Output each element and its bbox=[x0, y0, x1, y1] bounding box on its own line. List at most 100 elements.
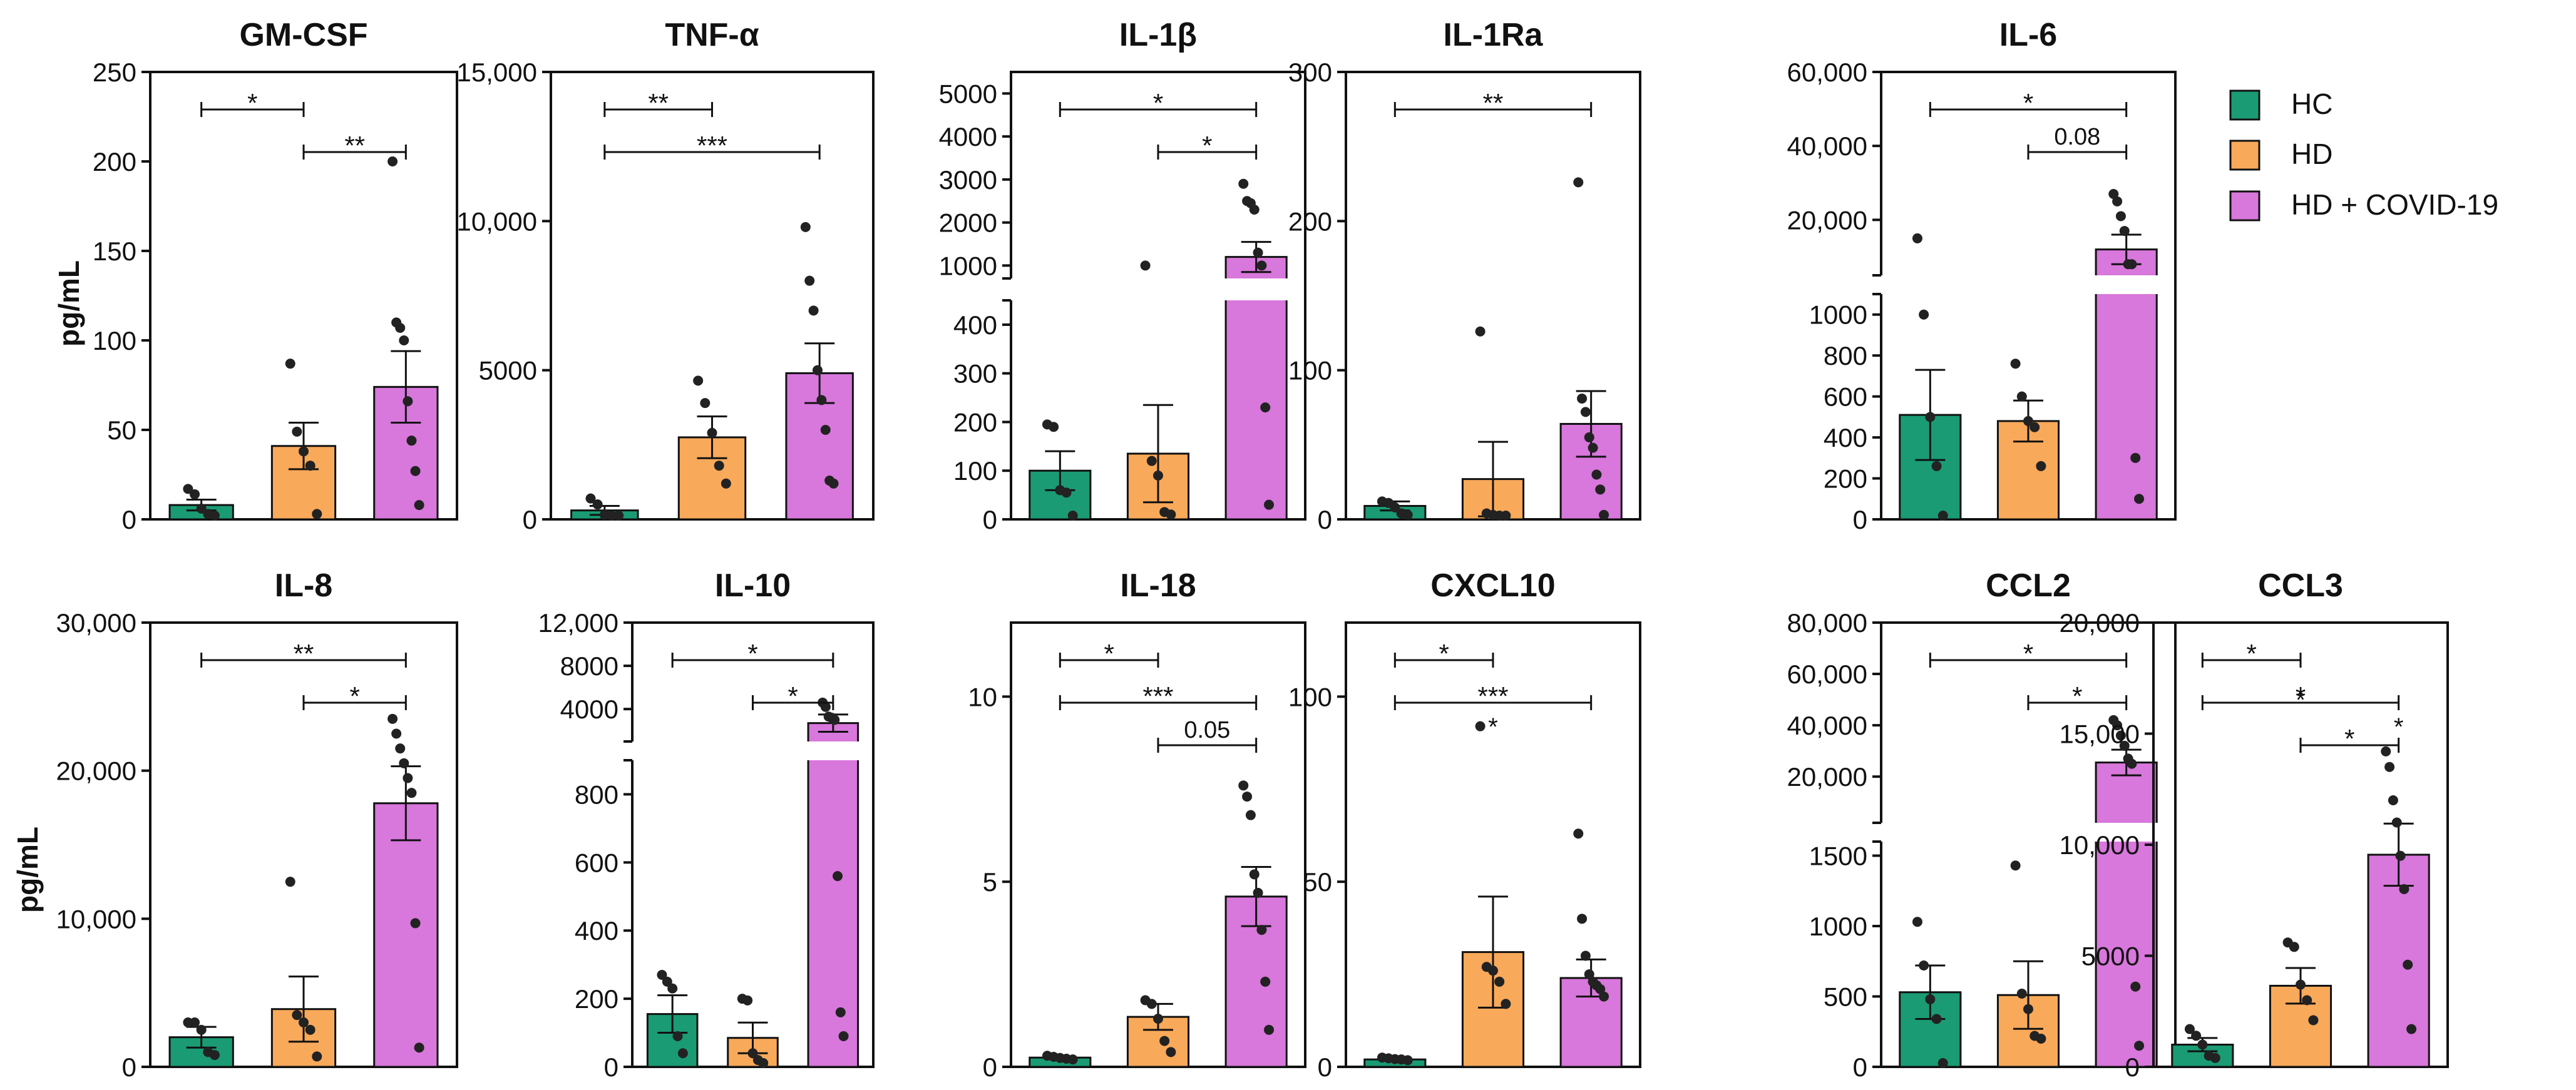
data-point bbox=[391, 728, 402, 739]
y-tick-label: 3000 bbox=[939, 165, 997, 195]
data-point bbox=[2010, 359, 2021, 369]
y-tick-label: 2000 bbox=[939, 208, 997, 238]
y-tick-label: 200 bbox=[1824, 464, 1867, 494]
y-tick-label: 200 bbox=[575, 984, 618, 1014]
data-point bbox=[1595, 984, 1606, 994]
data-point bbox=[1402, 1055, 1413, 1066]
data-point bbox=[2112, 720, 2123, 731]
axis-break-gap bbox=[1007, 278, 1015, 300]
chart-title: IL-6 bbox=[1999, 17, 2057, 53]
y-tick-label: 250 bbox=[93, 58, 136, 87]
y-tick-label: 200 bbox=[93, 147, 136, 176]
data-point bbox=[585, 493, 596, 504]
data-point bbox=[592, 499, 603, 510]
bar bbox=[2095, 248, 2158, 521]
data-point bbox=[414, 1042, 424, 1053]
data-point bbox=[1049, 422, 1059, 432]
y-tick-label: 15,000 bbox=[457, 58, 537, 87]
data-point bbox=[2130, 452, 2141, 463]
data-point bbox=[2010, 860, 2021, 871]
data-point bbox=[700, 398, 711, 409]
y-tick-label: 800 bbox=[575, 780, 618, 809]
data-point bbox=[667, 983, 678, 994]
data-point bbox=[305, 461, 316, 471]
y-tick-label: 0 bbox=[604, 1052, 618, 1082]
significance-label: 0.05 bbox=[1184, 717, 1230, 743]
significance-label: * bbox=[2023, 639, 2033, 668]
data-point bbox=[1573, 828, 1584, 839]
data-point bbox=[1264, 1024, 1275, 1035]
chart-title: GM-CSF bbox=[239, 17, 367, 53]
data-point bbox=[1166, 509, 1176, 520]
chart-3: IL-1Ra 0 100 200 300 ** bbox=[1288, 17, 1641, 534]
y-tick-label: 60,000 bbox=[1787, 660, 1867, 689]
bar bbox=[807, 722, 860, 1068]
y-tick-label: 300 bbox=[1288, 58, 1332, 87]
chart-title: IL-18 bbox=[1120, 568, 1196, 604]
data-point bbox=[2302, 995, 2312, 1006]
data-point bbox=[1925, 412, 1936, 422]
data-point bbox=[196, 503, 207, 514]
y-tick-label: 5 bbox=[983, 867, 997, 897]
data-point bbox=[1475, 326, 1486, 337]
significance-label: * bbox=[2344, 724, 2354, 753]
y-tick-label: 5000 bbox=[939, 79, 997, 108]
data-point bbox=[1166, 1047, 1176, 1057]
data-point bbox=[2115, 730, 2126, 741]
data-point bbox=[714, 461, 724, 471]
data-point bbox=[1577, 393, 1588, 404]
data-point bbox=[1919, 960, 1929, 970]
y-tick-label: 600 bbox=[1824, 382, 1867, 412]
bar-break-gap bbox=[806, 741, 860, 760]
data-point bbox=[1067, 511, 1078, 521]
y-tick-label: 5000 bbox=[479, 356, 537, 385]
y-tick-label: 150 bbox=[93, 237, 136, 266]
y-tick-label: 40,000 bbox=[1787, 131, 1867, 161]
data-point bbox=[829, 715, 840, 725]
significance-label: * bbox=[1153, 88, 1163, 118]
significance-label: * bbox=[247, 88, 257, 118]
data-point bbox=[2191, 1031, 2202, 1041]
data-point bbox=[299, 446, 309, 457]
legend-swatch-hd-covid bbox=[2229, 190, 2260, 222]
bar bbox=[1224, 256, 1288, 521]
y-tick-label: 0 bbox=[1853, 505, 1867, 534]
data-point bbox=[2134, 494, 2145, 504]
chart-title: IL-1Ra bbox=[1444, 17, 1544, 53]
data-point bbox=[721, 478, 731, 489]
chart-10: CCL3 0 5000 10,000 15,000 20,000 * * * * * bbox=[2060, 568, 2449, 1082]
y-tick-label: 0 bbox=[523, 505, 537, 534]
significance-mark: * bbox=[1488, 713, 1498, 741]
data-point bbox=[395, 322, 406, 333]
data-point bbox=[1931, 1014, 1942, 1024]
y-tick-label: 400 bbox=[575, 916, 618, 945]
y-tick-label: 0 bbox=[983, 1052, 997, 1082]
y-tick-label: 5000 bbox=[2081, 942, 2140, 971]
significance-label: 0.08 bbox=[2054, 124, 2100, 150]
data-point bbox=[1937, 1058, 1948, 1068]
data-point bbox=[1260, 402, 1271, 413]
significance-label: *** bbox=[1477, 681, 1508, 711]
significance-label: * bbox=[2023, 88, 2033, 118]
data-point bbox=[2036, 461, 2046, 471]
ylabel-row1: pg/mL bbox=[53, 260, 85, 347]
data-point bbox=[387, 156, 398, 166]
data-point bbox=[677, 1048, 688, 1059]
chart-title: IL-8 bbox=[275, 568, 332, 604]
data-point bbox=[1595, 484, 1606, 495]
data-point bbox=[1238, 178, 1249, 189]
data-point bbox=[1501, 999, 1511, 1009]
y-tick-label: 600 bbox=[575, 848, 618, 877]
axis-break-gap bbox=[1877, 275, 1885, 294]
data-point bbox=[292, 1010, 302, 1021]
data-point bbox=[410, 918, 421, 929]
y-tick-label: 1500 bbox=[1809, 842, 1867, 871]
data-point bbox=[410, 466, 421, 476]
y-tick-label: 400 bbox=[953, 310, 997, 340]
chart-6: IL-10 0 200 400 600 800 4000 8000 12,000 * * bbox=[538, 568, 875, 1082]
y-tick-label: 200 bbox=[953, 407, 997, 437]
data-point bbox=[1140, 260, 1151, 271]
y-tick-label: 0 bbox=[1853, 1052, 1867, 1082]
data-point bbox=[820, 425, 831, 435]
